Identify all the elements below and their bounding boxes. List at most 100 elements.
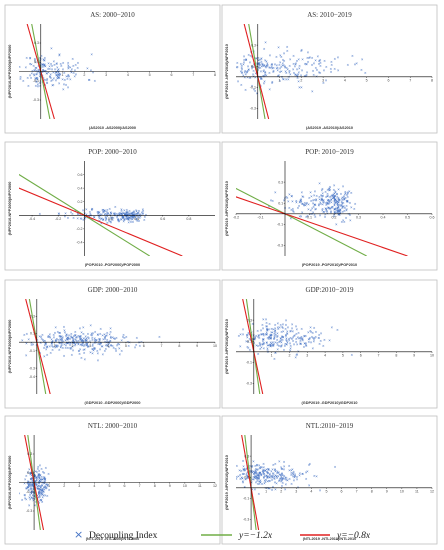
data-point: ×: [249, 60, 252, 64]
data-point: ×: [248, 337, 251, 341]
data-point: ×: [274, 473, 277, 477]
data-point: ×: [300, 337, 303, 341]
data-point: ×: [336, 199, 339, 203]
data-point: ×: [99, 343, 102, 347]
data-point: ×: [57, 211, 60, 215]
data-point: ×: [276, 68, 279, 72]
data-point: ×: [307, 60, 310, 64]
data-point: ×: [80, 217, 83, 221]
data-point: ×: [300, 335, 303, 339]
data-point: ×: [276, 66, 279, 70]
data-point: ×: [318, 202, 321, 206]
data-point: ×: [41, 65, 44, 69]
data-point: ×: [285, 66, 288, 70]
panel-title: GDP:2010−2019: [306, 286, 354, 294]
data-point: ×: [18, 65, 21, 69]
data-point: ×: [131, 217, 134, 221]
data-point: ×: [330, 198, 333, 202]
data-point: ×: [135, 218, 138, 222]
data-point: ×: [51, 348, 54, 352]
data-point: ×: [103, 212, 106, 216]
data-point: ×: [29, 487, 32, 491]
data-point: ×: [265, 474, 268, 478]
data-point: ×: [333, 199, 336, 203]
data-point: ×: [264, 65, 267, 69]
data-point: ×: [96, 332, 99, 336]
data-point: ×: [35, 80, 38, 84]
data-point: ×: [251, 478, 254, 482]
data-point: ×: [319, 202, 322, 206]
data-point: ×: [311, 56, 314, 60]
data-point: ×: [68, 337, 71, 341]
data-point: ×: [333, 198, 336, 202]
data-point: ×: [43, 63, 46, 67]
data-point: ×: [57, 72, 60, 76]
data-point: ×: [289, 217, 292, 221]
data-point: ×: [83, 348, 86, 352]
data-point: ×: [258, 336, 261, 340]
data-point: ×: [289, 346, 292, 350]
data-point: ×: [47, 67, 50, 71]
data-point: ×: [28, 482, 31, 486]
data-point: ×: [321, 198, 324, 202]
data-point: ×: [353, 207, 356, 211]
data-point: ×: [251, 84, 254, 88]
data-point: ×: [294, 472, 297, 476]
data-point: ×: [74, 333, 77, 337]
data-point: ×: [338, 199, 341, 203]
x-tick-label: 4: [344, 78, 346, 82]
data-point: ×: [270, 330, 273, 334]
data-point: ×: [254, 476, 257, 480]
data-point: ×: [72, 216, 75, 220]
data-point: ×: [86, 66, 89, 70]
data-point: ×: [93, 341, 96, 345]
data-point: ×: [125, 211, 128, 215]
data-point: ×: [300, 48, 303, 52]
data-point: ×: [316, 54, 319, 58]
data-point: ×: [320, 198, 323, 202]
data-point: ×: [67, 336, 70, 340]
data-point: ×: [262, 333, 265, 337]
data-point: ×: [66, 341, 69, 345]
data-point: ×: [38, 75, 41, 79]
data-point: ×: [262, 342, 265, 346]
data-point: ×: [279, 70, 282, 74]
data-point: ×: [67, 338, 70, 342]
x-tick-label: 7: [409, 78, 411, 82]
data-point: ×: [29, 56, 32, 60]
data-point: ×: [87, 345, 90, 349]
data-point: ×: [336, 206, 339, 210]
data-point: ×: [89, 212, 92, 216]
data-point: ×: [43, 59, 46, 63]
data-point: ×: [280, 341, 283, 345]
data-point: ×: [341, 198, 344, 202]
data-point: ×: [264, 480, 267, 484]
data-point: ×: [294, 73, 297, 77]
data-point: ×: [52, 59, 55, 63]
data-point: ×: [59, 337, 62, 341]
data-point: ×: [351, 54, 354, 58]
data-point: ×: [248, 75, 251, 79]
data-point: ×: [93, 347, 96, 351]
data-point: ×: [110, 343, 113, 347]
data-point: ×: [260, 64, 263, 68]
data-point: ×: [46, 483, 49, 487]
data-point: ×: [330, 70, 333, 74]
data-point: ×: [51, 64, 54, 68]
data-point: ×: [334, 201, 337, 205]
data-point: ×: [76, 336, 79, 340]
data-point: ×: [55, 344, 58, 348]
data-point: ×: [51, 340, 54, 344]
data-point: ×: [237, 334, 240, 338]
data-point: ×: [334, 191, 337, 195]
data-point: ×: [131, 215, 134, 219]
data-point: ×: [254, 469, 257, 473]
data-point: ×: [42, 68, 45, 72]
data-point: ×: [303, 203, 306, 207]
data-point: ×: [136, 215, 139, 219]
chart-panel: POP: 2010−2019××××××××××××××× ×××××× ×××××…: [221, 141, 438, 271]
data-point: ×: [280, 479, 283, 483]
data-point: ×: [322, 81, 325, 85]
data-point: ×: [251, 488, 254, 492]
data-point: ×: [272, 344, 275, 348]
